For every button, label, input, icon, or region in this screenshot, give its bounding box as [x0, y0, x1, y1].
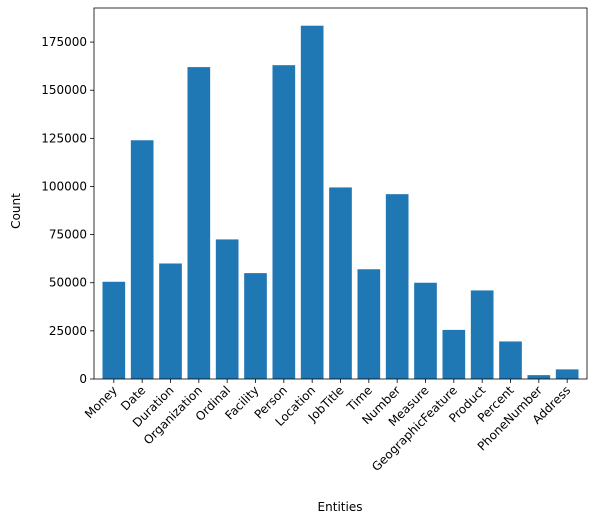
- bar-phonenumber: [527, 375, 551, 379]
- bar-date: [130, 140, 154, 379]
- y-axis: 0 25000 50000 75000 100000 125000 150000 175000: [41, 35, 94, 386]
- y-tick-label: 125000: [41, 131, 87, 145]
- y-tick-label: 25000: [49, 324, 87, 338]
- x-axis-label: Entities: [318, 500, 363, 514]
- x-axis: MoneyDateDurationOrganizationOrdinalFaci…: [82, 379, 573, 474]
- bar-money: [102, 281, 126, 379]
- bars-group: [102, 25, 579, 380]
- y-tick-label: 50000: [49, 276, 87, 290]
- bar-percent: [499, 341, 522, 379]
- bar-geographicfeature: [442, 329, 466, 379]
- bar-number: [385, 194, 409, 379]
- bar-ordinal: [215, 239, 239, 379]
- bar-location: [300, 25, 324, 380]
- y-tick-label: 0: [79, 372, 87, 386]
- y-tick-label: 175000: [41, 35, 87, 49]
- bar-person: [272, 65, 296, 379]
- plot-frame: [93, 7, 588, 380]
- y-tick-label: 100000: [41, 179, 87, 193]
- y-axis-label: Count: [9, 193, 23, 229]
- y-tick-label: 75000: [49, 228, 87, 242]
- bar-measure: [414, 282, 437, 379]
- bar-product: [470, 290, 494, 379]
- bar-address: [555, 369, 579, 379]
- axes-frame: [93, 7, 588, 380]
- bar-organization: [187, 67, 211, 379]
- bar-facility: [244, 273, 267, 379]
- x-tick-label: Money: [82, 383, 120, 421]
- bar-duration: [159, 263, 182, 379]
- y-tick-label: 150000: [41, 83, 87, 97]
- bar-jobtitle: [329, 187, 352, 379]
- bar-time: [357, 269, 381, 379]
